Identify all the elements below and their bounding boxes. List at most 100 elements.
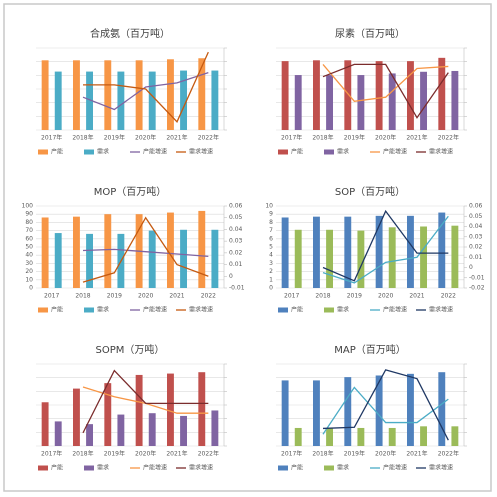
x-tick-label: 2017年 (281, 134, 302, 142)
bar (117, 71, 125, 130)
y-tick-label: 0 (29, 285, 33, 292)
line (322, 63, 449, 119)
y-tick-label: 4 (269, 252, 273, 259)
line (322, 63, 449, 102)
bar (135, 60, 143, 130)
bar (281, 217, 289, 288)
y-tick-label: 60 (25, 235, 33, 242)
bar (344, 216, 352, 288)
y2-tick-label: 0.02 (229, 249, 243, 256)
x-tick-label: 2020年 (375, 450, 396, 458)
bar (167, 212, 174, 288)
legend-label: 产能 (291, 306, 303, 314)
x-tick-label: 2021 (169, 293, 184, 300)
legend-label: 产能 (291, 464, 303, 472)
bar (375, 61, 383, 131)
bar (451, 225, 459, 288)
bar (73, 216, 80, 288)
chart-title: SOP（百万吨） (335, 185, 405, 198)
bar (86, 424, 93, 446)
legend-label: 需求 (97, 306, 109, 314)
x-tick-label: 2021 (409, 293, 424, 300)
legend-label: 产能 (51, 148, 63, 156)
y2-tick-label: 0.05 (469, 213, 483, 220)
bar (438, 57, 446, 131)
y2-tick-label: 0.05 (229, 214, 243, 221)
legend-swatch (278, 307, 288, 313)
x-tick-label: 2020年 (375, 134, 396, 142)
bar (41, 217, 49, 288)
line (83, 51, 209, 123)
legend-label: 需求 (97, 464, 109, 472)
x-tick-label: 2022 (441, 293, 456, 300)
legend-label: 需求 (337, 148, 349, 156)
x-tick-label: 2018年 (72, 450, 93, 458)
x-tick-label: 2019年 (104, 134, 125, 142)
x-tick-label: 2017 (44, 293, 59, 300)
line (322, 369, 449, 441)
line (82, 216, 209, 283)
bar (344, 60, 352, 130)
x-tick-label: 2020 (378, 293, 393, 300)
bar (211, 229, 219, 288)
x-tick-label: 2020年 (135, 134, 156, 142)
x-tick-label: 2018 (315, 293, 330, 300)
x-tick-label: 2017年 (41, 134, 62, 142)
y-tick-label: 30 (25, 260, 33, 267)
y-tick-label: 50 (25, 244, 33, 251)
y2-tick-label: 0.03 (469, 233, 483, 240)
legend-label: 需求 (97, 148, 109, 156)
bar (294, 229, 302, 288)
x-tick-label: 2019 (107, 293, 122, 300)
x-tick-label: 2020 (138, 293, 153, 300)
legend-label: 产能增速 (383, 464, 407, 472)
y-tick-label: 80 (25, 219, 33, 226)
bar (388, 73, 396, 130)
legend-label: 产能 (51, 306, 63, 314)
x-tick-label: 2019年 (344, 134, 365, 142)
y-tick-label: 40 (25, 252, 33, 259)
y-tick-label: 6 (269, 235, 273, 242)
y2-tick-label: -0.01 (229, 285, 245, 292)
bar (180, 415, 187, 446)
bar (281, 380, 289, 446)
legend-label: 需求增速 (429, 148, 453, 156)
bar (198, 372, 206, 446)
x-tick-label: 2021年 (166, 450, 187, 458)
line (82, 248, 209, 258)
x-tick-label: 2017 (284, 293, 299, 300)
x-tick-label: 2022年 (198, 134, 219, 142)
bar (54, 233, 62, 288)
legend-label: 需求 (337, 306, 349, 314)
legend-label: 产能增速 (143, 148, 167, 156)
legend-swatch (84, 149, 94, 155)
legend-label: 产能 (291, 148, 303, 156)
chart-title: SOPM（万吨） (96, 343, 165, 356)
bar (54, 71, 62, 130)
legend-label: 产能增速 (143, 306, 167, 314)
x-tick-label: 2017年 (281, 450, 302, 458)
y-tick-label: 10 (25, 276, 33, 283)
bar (388, 427, 396, 446)
x-tick-label: 2022年 (438, 450, 459, 458)
y2-tick-label: 0.04 (229, 226, 243, 233)
bar (117, 414, 125, 446)
bar (313, 60, 320, 130)
bar (211, 70, 219, 130)
bar (388, 227, 396, 288)
y2-tick-label: 0.01 (229, 261, 243, 268)
x-tick-label: 2019 (347, 293, 362, 300)
bar (451, 70, 459, 130)
legend-swatch (324, 307, 334, 313)
x-tick-label: 2022年 (438, 134, 459, 142)
bar (211, 410, 219, 446)
bar (357, 230, 365, 288)
legend-label: 产能增速 (383, 148, 407, 156)
y-tick-label: 3 (269, 260, 273, 267)
bar (294, 75, 302, 130)
legend-label: 产能增速 (383, 306, 407, 314)
y-tick-label: 100 (22, 203, 34, 210)
bar (438, 212, 446, 288)
legend-label: 需求增速 (189, 464, 213, 472)
